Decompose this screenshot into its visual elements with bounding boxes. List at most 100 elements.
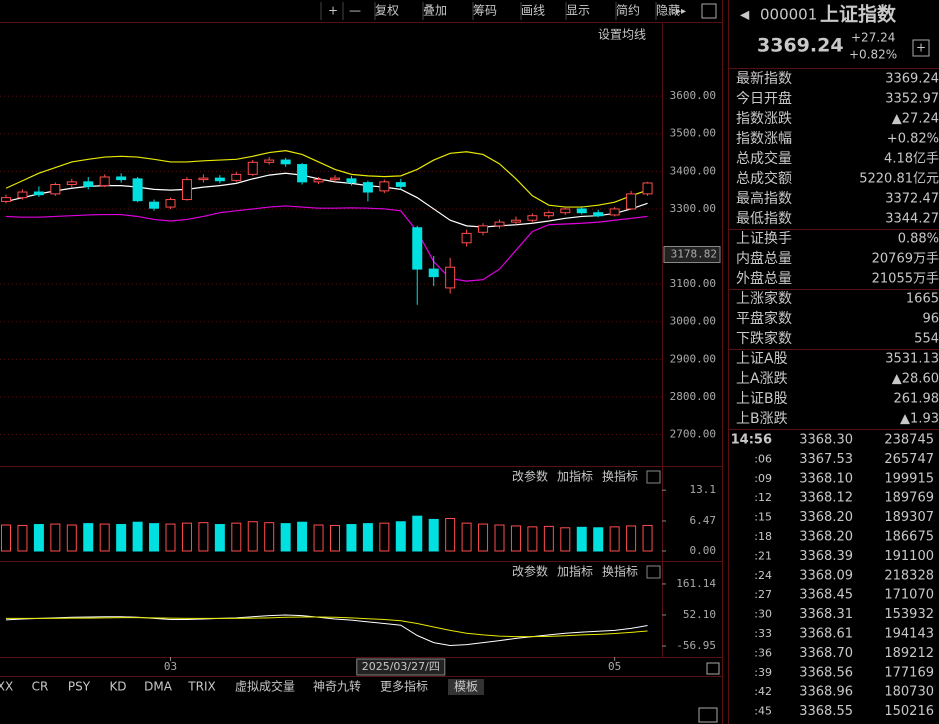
tick-volume: 218328 bbox=[884, 568, 934, 583]
tick-time: :36 bbox=[754, 646, 772, 659]
expand-icon[interactable]: ▸▸ bbox=[676, 6, 686, 17]
y-tick-label: 3000.00 bbox=[670, 315, 716, 328]
toolbar-button[interactable]: 简约 bbox=[616, 3, 640, 18]
indicator-tab[interactable]: CR bbox=[32, 680, 49, 694]
indicator-button[interactable]: 改参数 bbox=[512, 469, 548, 484]
y-tick-label: -56.95 bbox=[676, 639, 716, 652]
cursor-label: 3178.82 bbox=[671, 248, 717, 261]
y-tick-label: 3400.00 bbox=[670, 164, 716, 177]
indicator-tab[interactable]: XX bbox=[0, 680, 13, 694]
volume-bar bbox=[33, 524, 44, 552]
stat-value: 20769万手 bbox=[872, 252, 939, 267]
toolbar-button[interactable]: — bbox=[349, 4, 361, 18]
stat-label: 最新指数 bbox=[736, 71, 792, 87]
indicator-tab[interactable]: 虚拟成交量 bbox=[235, 679, 295, 694]
last-price: 3369.24 bbox=[757, 35, 844, 57]
toolbar-button[interactable]: 显示 bbox=[566, 4, 590, 18]
candle-body bbox=[33, 191, 44, 196]
tick-time: :18 bbox=[754, 530, 772, 543]
ma-setting[interactable]: 设置均线 bbox=[598, 28, 646, 42]
indicator-tab[interactable]: PSY bbox=[68, 680, 91, 694]
stat-label: 上证换手 bbox=[736, 230, 792, 247]
candle-body bbox=[510, 219, 521, 223]
stat-label: 上A涨跌 bbox=[736, 371, 788, 387]
toolbar-button[interactable]: 画线 bbox=[521, 4, 545, 18]
y-tick-label: 3500.00 bbox=[670, 127, 716, 140]
add-icon[interactable]: + bbox=[916, 41, 926, 55]
toolbar-icons[interactable]: ▸▸ + ◀ bbox=[676, 3, 930, 723]
volume-bar bbox=[181, 522, 192, 552]
stat-value: ▲27.24 bbox=[892, 112, 939, 127]
y-tick-label: 2700.00 bbox=[670, 428, 716, 441]
volume-bar bbox=[132, 521, 143, 552]
fullscreen-icon[interactable] bbox=[701, 3, 717, 19]
volume-bar bbox=[445, 518, 456, 552]
volume-bar bbox=[280, 523, 291, 552]
band-line bbox=[5, 150, 648, 208]
candle-body bbox=[330, 177, 340, 181]
stat-value: 1665 bbox=[906, 292, 939, 307]
stat-value: 554 bbox=[914, 332, 939, 347]
indicator-tab[interactable]: 模板 bbox=[454, 680, 478, 694]
tick-volume: 189212 bbox=[884, 646, 934, 661]
indicator-tab[interactable]: 更多指标 bbox=[380, 679, 428, 694]
y-tick-label: 3300.00 bbox=[670, 202, 716, 215]
tick-price: 3368.96 bbox=[799, 685, 853, 700]
tick-price: 3368.31 bbox=[799, 607, 853, 622]
volume-bar bbox=[576, 526, 587, 552]
tick-volume: 238745 bbox=[884, 433, 934, 448]
volume-bar bbox=[50, 523, 61, 552]
candle-body bbox=[66, 181, 77, 185]
add-button[interactable] bbox=[912, 39, 930, 57]
volume-bar bbox=[362, 523, 373, 552]
scroll-right[interactable] bbox=[706, 662, 720, 675]
candle-body bbox=[149, 201, 160, 209]
stat-label: 上涨家数 bbox=[736, 290, 792, 307]
candle-body bbox=[494, 221, 505, 227]
candle-body bbox=[165, 199, 176, 208]
toolbar-button[interactable]: 隐藏 bbox=[656, 4, 680, 18]
toolbar-button[interactable]: + bbox=[328, 4, 338, 18]
volume-bar bbox=[116, 524, 127, 552]
indicator-button[interactable]: 加指标 bbox=[557, 564, 593, 579]
indicator-button[interactable]: 换指标 bbox=[602, 564, 638, 579]
back-arrow[interactable]: ◀ bbox=[740, 8, 750, 22]
indicator-button[interactable]: 改参数 bbox=[512, 564, 548, 579]
volume-bar bbox=[543, 525, 554, 552]
cursor-date-box bbox=[356, 658, 446, 676]
candle-body bbox=[280, 159, 291, 165]
tab-active bbox=[448, 679, 484, 695]
indicator-button[interactable]: 加指标 bbox=[557, 469, 593, 484]
indicator-tab[interactable]: TRIX bbox=[187, 680, 215, 694]
volume-bar bbox=[494, 524, 505, 552]
close-indicator[interactable] bbox=[646, 565, 661, 579]
x-tick-label: 03 bbox=[164, 660, 177, 673]
toolbar-button[interactable]: 复权 bbox=[375, 4, 399, 18]
candle-body bbox=[214, 177, 225, 182]
volume-bar bbox=[297, 521, 308, 552]
close-indicator[interactable] bbox=[646, 470, 661, 484]
candle-body bbox=[1, 197, 11, 202]
volume-bar bbox=[593, 527, 604, 552]
volume-bar bbox=[264, 522, 275, 552]
stat-value: 3352.97 bbox=[885, 92, 939, 107]
tick-time: :12 bbox=[754, 491, 772, 504]
toolbar-button[interactable]: 筹码 bbox=[473, 4, 497, 18]
panel-toggle[interactable] bbox=[698, 707, 718, 723]
volume-bar bbox=[99, 523, 110, 552]
stat-label: 最低指数 bbox=[736, 211, 792, 227]
indicator-button[interactable]: 换指标 bbox=[602, 469, 638, 484]
tick-price: 3367.53 bbox=[799, 452, 853, 467]
indicator-tab[interactable]: KD bbox=[109, 680, 126, 694]
indicator-tab[interactable]: 神奇九转 bbox=[313, 679, 361, 694]
volume-bar bbox=[560, 527, 571, 552]
volume-bar bbox=[83, 523, 94, 552]
indicator-line bbox=[5, 614, 648, 646]
indicator-tab[interactable]: DMA bbox=[144, 680, 173, 694]
y-tick-label: 161.14 bbox=[676, 577, 716, 590]
candle-body bbox=[445, 266, 456, 289]
stat-label: 最高指数 bbox=[736, 190, 792, 207]
toolbar-button[interactable]: 叠加 bbox=[423, 4, 447, 18]
